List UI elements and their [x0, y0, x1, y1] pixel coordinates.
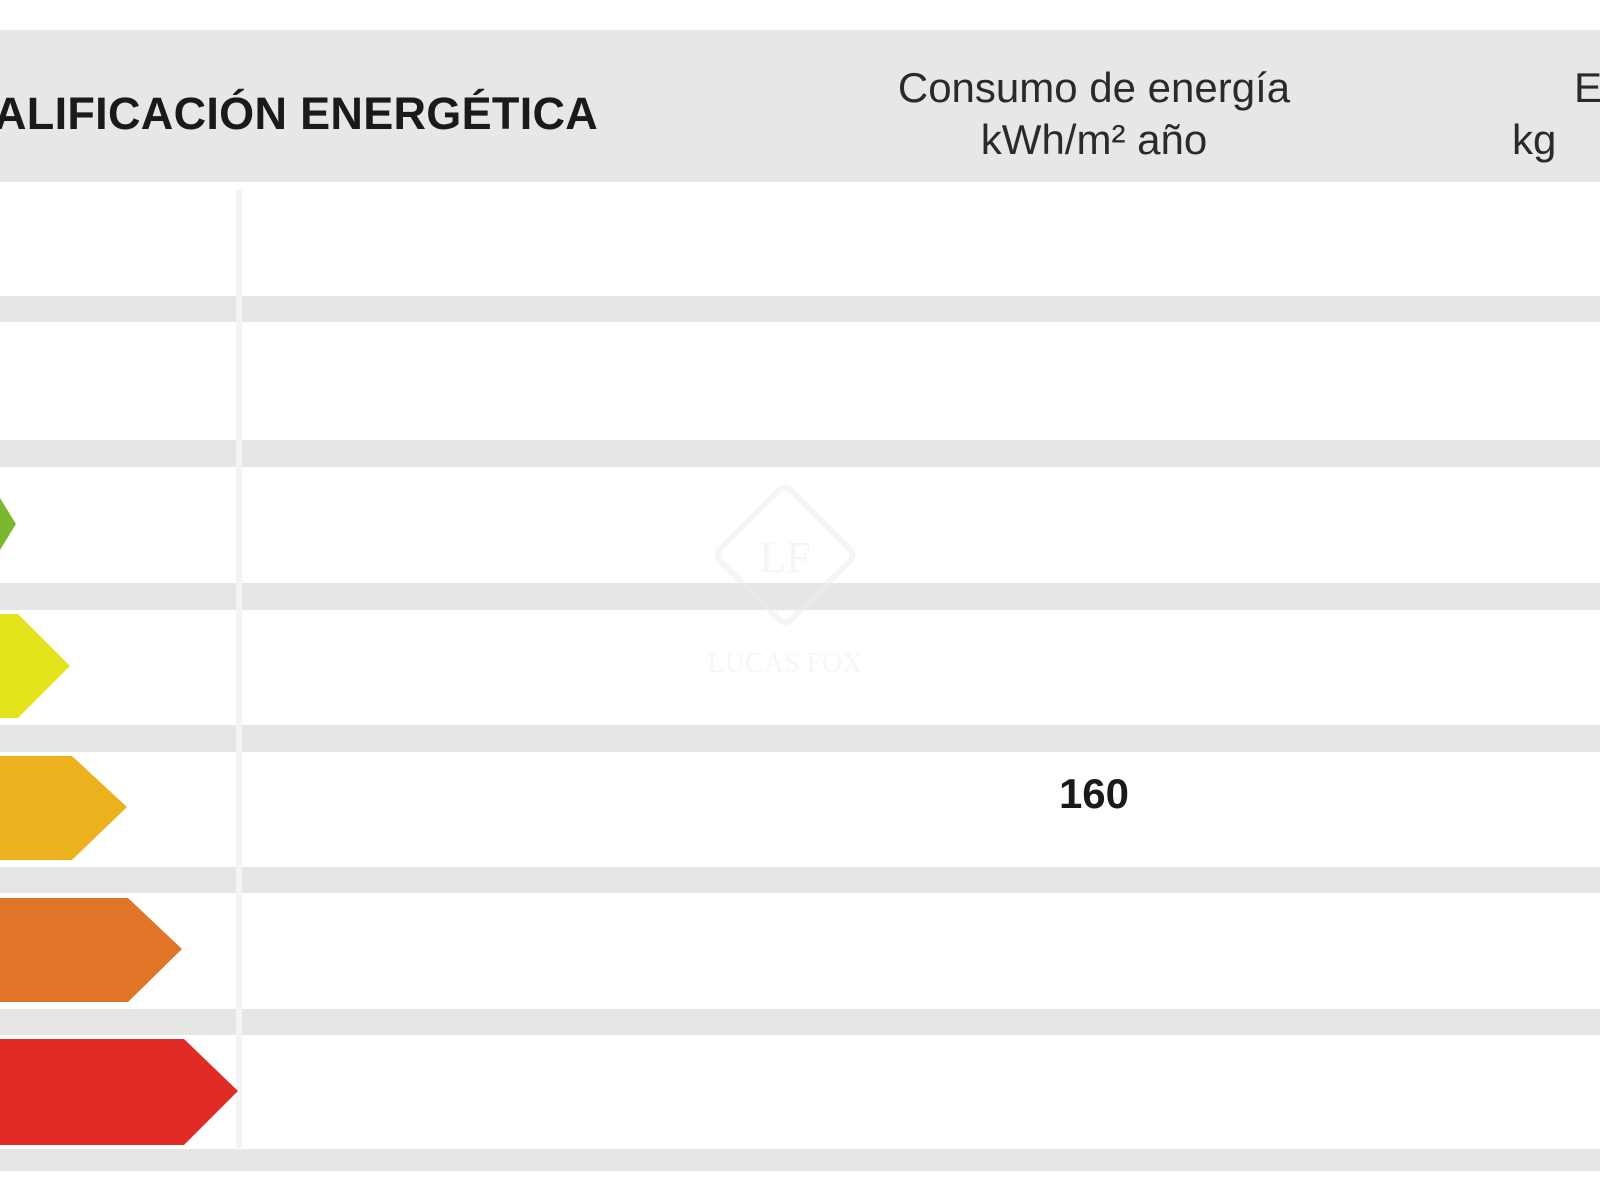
- row-separator: [0, 1149, 1600, 1171]
- row-separator: [0, 440, 1600, 467]
- column-divider: [236, 190, 242, 1150]
- rating-arrow-c: [0, 498, 16, 550]
- table-header: [0, 30, 1600, 182]
- rating-arrow-e-shape: [0, 756, 127, 860]
- row-separator: [0, 867, 1600, 893]
- rating-arrow-g: [0, 1039, 238, 1145]
- consumption-header-unit: kWh/m² año: [980, 116, 1208, 163]
- rating-arrow-g-shape: [0, 1039, 238, 1145]
- svg-text:LF: LF: [759, 533, 810, 582]
- consumption-header: Consumo de energía kWh/m² año: [794, 62, 1394, 166]
- rating-arrow-d-shape: [0, 614, 70, 718]
- row-separator: [0, 296, 1600, 322]
- rating-title: ALIFICACIÓN ENERGÉTICA: [0, 88, 599, 139]
- rating-arrow-f-shape: [0, 898, 182, 1002]
- consumption-header-label: Consumo de energía: [897, 64, 1291, 111]
- rating-arrow-c-shape: [0, 498, 16, 550]
- row-separator: [0, 1009, 1600, 1035]
- rating-arrow-d: [0, 614, 70, 718]
- row-separator: [0, 583, 1600, 610]
- emissions-header: E kg: [1512, 62, 1600, 166]
- lucas-fox-watermark: LF LUCAS FOX: [708, 484, 863, 679]
- rating-arrow-e: [0, 756, 127, 860]
- row-separator: [0, 725, 1600, 752]
- svg-text:LUCAS FOX: LUCAS FOX: [708, 648, 863, 679]
- rating-arrow-f: [0, 898, 182, 1002]
- consumption-value: 160: [1058, 770, 1130, 817]
- emissions-header-unit: kg: [1512, 116, 1557, 163]
- emissions-header-label: E: [1574, 64, 1600, 111]
